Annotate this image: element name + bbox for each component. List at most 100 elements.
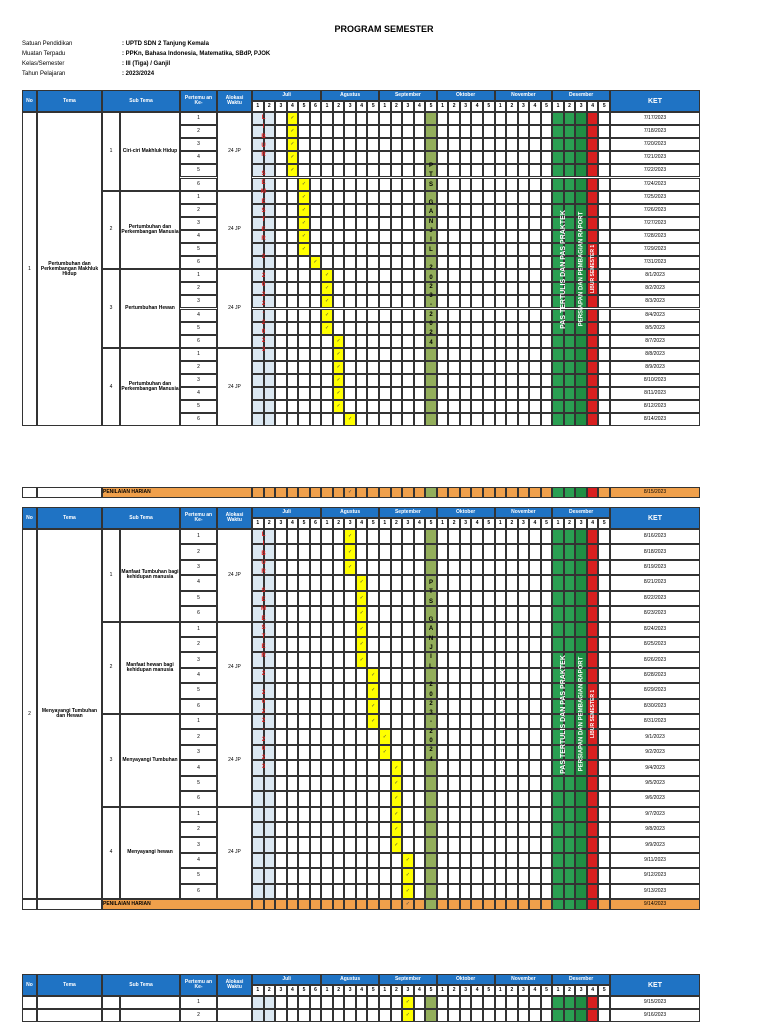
overlay-letter: 2 bbox=[429, 682, 433, 689]
schedule-cell bbox=[379, 125, 391, 139]
schedule-cell bbox=[367, 529, 380, 545]
header-week: 5 bbox=[540, 985, 553, 996]
schedule-cell bbox=[459, 544, 472, 560]
schedule-cell bbox=[598, 321, 610, 335]
header-month: November bbox=[494, 90, 553, 101]
schedule-cell bbox=[355, 821, 368, 838]
schedule-cell bbox=[552, 229, 564, 243]
schedule-cell bbox=[275, 321, 287, 335]
schedule-cell bbox=[379, 883, 391, 900]
overlay-letter: 0 bbox=[261, 699, 266, 706]
schedule-cell bbox=[275, 138, 287, 152]
schedule-cell bbox=[367, 190, 380, 204]
schedule-cell bbox=[390, 621, 403, 637]
schedule-cell bbox=[332, 229, 345, 243]
tema-number: 1 bbox=[22, 112, 37, 427]
libur-sem1-label-text: LIBUR SEMESTER 1 bbox=[589, 689, 596, 739]
schedule-cell bbox=[598, 559, 610, 576]
schedule-cell bbox=[321, 606, 333, 622]
schedule-cell bbox=[402, 636, 414, 653]
header-week: 5 bbox=[298, 518, 310, 529]
ket-date: 9/13/2023 bbox=[610, 883, 700, 900]
schedule-cell bbox=[252, 621, 264, 637]
schedule-cell bbox=[575, 714, 587, 730]
schedule-cell bbox=[459, 190, 472, 204]
schedule-cell bbox=[367, 821, 380, 838]
schedule-cell bbox=[344, 216, 356, 230]
schedule-cell bbox=[390, 652, 403, 668]
pertemuan-number: 4 bbox=[180, 229, 217, 243]
schedule-cell bbox=[332, 321, 345, 335]
schedule-cell bbox=[436, 868, 449, 884]
schedule-cell bbox=[367, 151, 380, 165]
schedule-cell bbox=[459, 387, 472, 401]
schedule-cell bbox=[263, 868, 276, 884]
table-cell bbox=[22, 1009, 37, 1022]
schedule-cell bbox=[436, 636, 449, 653]
schedule-cell bbox=[575, 544, 587, 560]
schedule-cell bbox=[586, 760, 599, 776]
schedule-cell bbox=[252, 321, 264, 335]
schedule-cell bbox=[540, 652, 553, 668]
schedule-cell bbox=[586, 1009, 599, 1022]
schedule-cell bbox=[552, 744, 564, 761]
schedule-cell bbox=[286, 295, 299, 309]
schedule-cell bbox=[506, 744, 518, 761]
schedule-cell bbox=[529, 177, 541, 191]
schedule-cell bbox=[367, 216, 380, 230]
schedule-cell bbox=[471, 216, 483, 230]
schedule-cell bbox=[586, 636, 599, 653]
schedule-cell bbox=[494, 347, 507, 361]
schedule-cell bbox=[379, 413, 391, 427]
schedule-cell bbox=[252, 243, 264, 257]
schedule-cell bbox=[552, 621, 564, 637]
schedule-cell bbox=[436, 760, 449, 776]
schedule-cell bbox=[252, 138, 264, 152]
schedule-cell bbox=[344, 295, 356, 309]
schedule-cell bbox=[517, 360, 530, 374]
schedule-cell bbox=[355, 683, 368, 699]
schedule-cell bbox=[506, 636, 518, 653]
schedule-cell bbox=[355, 360, 368, 374]
schedule-cell bbox=[275, 636, 287, 653]
schedule-cell bbox=[436, 883, 449, 900]
schedule-cell bbox=[494, 308, 507, 322]
header-week: 2 bbox=[563, 518, 576, 529]
libur-sem1-label: LIBUR SEMESTER 1 bbox=[587, 112, 599, 426]
schedule-cell bbox=[298, 112, 310, 126]
check-mark: ✓ bbox=[344, 544, 356, 560]
schedule-cell bbox=[575, 698, 587, 715]
header-week: 4 bbox=[586, 101, 599, 112]
schedule-cell bbox=[575, 216, 587, 230]
schedule-cell bbox=[355, 544, 368, 560]
schedule-cell bbox=[367, 621, 380, 637]
schedule-cell bbox=[390, 334, 403, 348]
overlay-letter: L bbox=[261, 532, 266, 538]
schedule-cell bbox=[482, 400, 495, 414]
schedule-cell bbox=[252, 125, 264, 139]
schedule-cell bbox=[482, 112, 495, 126]
schedule-cell bbox=[575, 868, 587, 884]
pas-label: PAS TERTULIS DAN PAS PRAKTEK bbox=[552, 529, 575, 899]
schedule-cell bbox=[552, 177, 564, 191]
schedule-cell bbox=[332, 269, 345, 283]
schedule-cell bbox=[344, 177, 356, 191]
overlay-letter: N bbox=[428, 218, 434, 225]
schedule-cell bbox=[413, 387, 426, 401]
pertemuan-number: 6 bbox=[180, 883, 217, 900]
schedule-cell bbox=[563, 334, 576, 348]
schedule-cell bbox=[529, 347, 541, 361]
ket-date: 7/25/2023 bbox=[610, 190, 700, 204]
schedule-cell bbox=[321, 996, 333, 1009]
overlay-letter: 0 bbox=[429, 321, 433, 328]
ket-date: 8/2/2023 bbox=[610, 282, 700, 296]
schedule-cell bbox=[402, 125, 414, 139]
schedule-cell bbox=[379, 714, 391, 730]
check-mark: ✓ bbox=[321, 308, 333, 322]
schedule-cell bbox=[332, 714, 345, 730]
schedule-cell bbox=[263, 996, 276, 1009]
schedule-cell bbox=[529, 899, 541, 911]
overlay-letter: B bbox=[261, 133, 266, 140]
overlay-letter: L bbox=[261, 115, 266, 121]
schedule-cell bbox=[367, 744, 380, 761]
